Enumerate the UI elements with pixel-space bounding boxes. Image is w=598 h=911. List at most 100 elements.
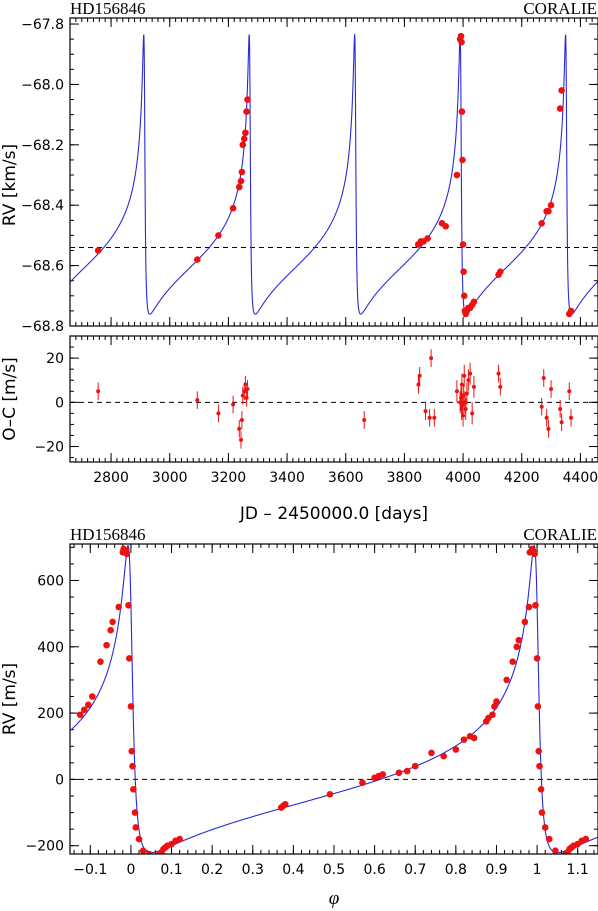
data-point [109, 618, 116, 626]
data-point [470, 298, 478, 306]
x-tick-label: 0 [126, 862, 135, 878]
data-point [237, 426, 242, 431]
data-point [509, 658, 517, 666]
data-point [130, 786, 137, 793]
data-point [541, 824, 549, 831]
panel3-y-tick-labels: 600 400 200 0 −200 [26, 573, 64, 854]
data-point [96, 389, 101, 394]
data-point [470, 734, 478, 742]
y-tick-label: −68.4 [21, 198, 64, 214]
y-tick-label: 200 [37, 706, 64, 722]
data-point [459, 156, 466, 164]
y-tick-label: −67.8 [21, 17, 64, 33]
panel1-y-tick-labels: −67.8 −68.0 −68.2 −68.4 −68.6 −68.8 [21, 17, 64, 335]
data-point [503, 676, 510, 684]
data-point [558, 406, 563, 411]
data-point [462, 373, 467, 378]
data-point [531, 550, 538, 558]
x-tick-label: 0.5 [323, 862, 345, 878]
x-tick-label: 4000 [445, 470, 481, 486]
y-tick-label: 20 [46, 351, 64, 367]
data-point [427, 415, 432, 420]
data-point [493, 698, 500, 705]
x-tick-label: 0.2 [201, 862, 223, 878]
data-point [538, 809, 546, 816]
data-point [461, 413, 466, 418]
y-tick-label: −68.8 [21, 319, 64, 335]
data-point [229, 204, 237, 212]
data-point [432, 415, 437, 420]
x-tick-label: 0.3 [242, 862, 264, 878]
y-tick-label: 600 [37, 573, 64, 589]
data-point [515, 636, 523, 644]
data-point [452, 746, 460, 753]
data-point [235, 183, 243, 191]
data-point [463, 406, 468, 411]
data-point [466, 378, 471, 383]
data-point [496, 371, 501, 376]
data-point [567, 307, 575, 315]
data-point [460, 292, 468, 300]
panel1-orbit-model-line [70, 33, 598, 315]
data-point [549, 387, 554, 392]
x-tick-label: 4400 [563, 470, 598, 486]
data-point [244, 395, 249, 400]
data-point [123, 550, 131, 558]
data-point [428, 749, 435, 757]
panel3-y-axis-label: RV [m/s] [0, 663, 20, 735]
panel3-data-points [76, 545, 590, 854]
data-point [460, 736, 468, 743]
x-tick-label: 0.9 [485, 862, 507, 878]
data-point [215, 232, 222, 239]
data-point [559, 420, 564, 425]
data-point [545, 207, 552, 215]
x-tick-label: 3000 [152, 470, 188, 486]
data-point [176, 835, 183, 843]
data-point [537, 786, 545, 793]
x-tick-label: 0.4 [282, 862, 304, 878]
data-point [459, 382, 464, 387]
data-point [440, 752, 447, 760]
panel3-title-left: HD156846 [70, 525, 146, 544]
data-point [115, 603, 123, 611]
x-tick-label: 0.1 [160, 862, 182, 878]
panel3-x-axis-label: φ [329, 888, 340, 909]
data-point [103, 641, 110, 649]
data-point [129, 762, 136, 770]
panel3-frame [69, 543, 598, 855]
x-tick-label: 3400 [269, 470, 305, 486]
x-tick-label: 0.8 [445, 862, 467, 878]
data-point [538, 220, 545, 227]
data-point [453, 171, 461, 179]
data-point [195, 398, 200, 403]
data-point [558, 87, 565, 94]
data-point [489, 711, 496, 719]
data-point [462, 400, 467, 405]
panel3-axis-ticks [70, 544, 598, 854]
data-point [243, 108, 250, 115]
x-tick-label: −0.1 [73, 862, 107, 878]
panel1-title-left: HD156846 [70, 0, 146, 18]
data-point [244, 96, 251, 103]
data-point [468, 371, 473, 376]
data-point [80, 706, 88, 714]
data-point [145, 850, 153, 854]
data-point [545, 835, 553, 843]
data-point [239, 418, 244, 422]
data-point [395, 769, 403, 777]
x-tick-label: 3200 [211, 470, 247, 486]
panel2-y-axis-label: O–C [m/s] [0, 357, 20, 441]
data-point [76, 711, 84, 719]
x-tick-label: 1.1 [567, 862, 589, 878]
data-point [411, 762, 419, 770]
data-point [245, 387, 250, 392]
data-point [131, 809, 139, 816]
y-tick-label: 400 [37, 640, 64, 656]
panel2-y-tick-labels: 20 0 −20 [34, 351, 64, 455]
y-tick-label: −200 [26, 839, 64, 855]
panel-rv-phase: HD156846 CORALIE RV [m/s] φ 600 400 200 0 −2… [0, 525, 598, 909]
data-point [135, 835, 143, 843]
panel3-title-right: CORALIE [523, 525, 597, 544]
y-tick-label: −20 [34, 440, 64, 456]
